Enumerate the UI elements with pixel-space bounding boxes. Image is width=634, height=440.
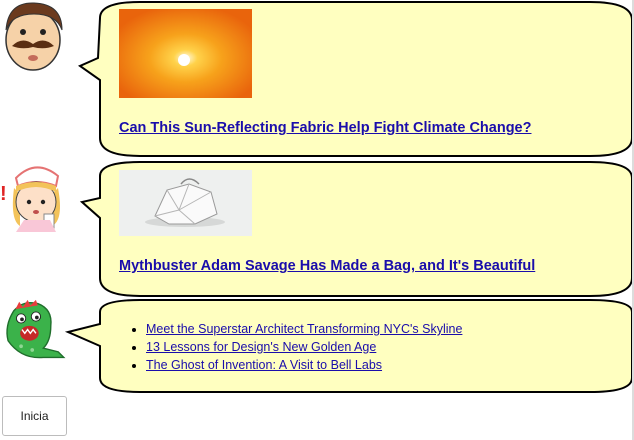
post-row-2: ! Mythbuster Adam Savage Has Made a Bag,…	[0, 160, 634, 298]
start-button[interactable]: Inicia	[2, 396, 67, 436]
article-link-1[interactable]: Meet the Superstar Architect Transformin…	[146, 322, 463, 336]
article-link-list: Meet the Superstar Architect Transformin…	[128, 320, 462, 374]
article-link-2[interactable]: 13 Lessons for Design's New Golden Age	[146, 340, 377, 354]
green-dinosaur-icon	[6, 299, 66, 359]
nurse-girl-icon: !	[0, 166, 60, 232]
mustache-man-icon	[5, 2, 63, 71]
list-item: The Ghost of Invention: A Visit to Bell …	[146, 356, 462, 374]
article-link-3[interactable]: The Ghost of Invention: A Visit to Bell …	[146, 358, 383, 372]
crystal-bag-image	[119, 170, 252, 236]
headline-link-2[interactable]: Mythbuster Adam Savage Has Made a Bag, a…	[119, 258, 536, 274]
list-item: 13 Lessons for Design's New Golden Age	[146, 338, 462, 356]
post-row-3: Meet the Superstar Architect Transformin…	[0, 298, 634, 394]
list-item: Meet the Superstar Architect Transformin…	[146, 320, 462, 338]
sunset-sun-image	[119, 9, 252, 98]
post-row-1: Can This Sun-Reflecting Fabric Help Figh…	[0, 0, 634, 160]
svg-text:!: !	[0, 183, 7, 205]
headline-link-1[interactable]: Can This Sun-Reflecting Fabric Help Figh…	[119, 120, 532, 136]
scrollbar-edge	[632, 0, 634, 440]
speech-bubble-3	[64, 299, 633, 393]
